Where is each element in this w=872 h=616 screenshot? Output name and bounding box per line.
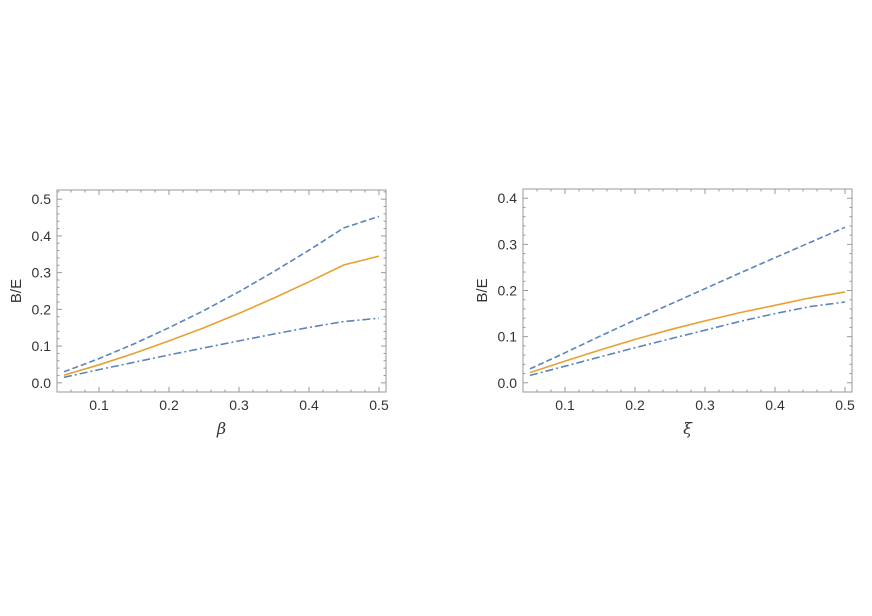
y-tick-label: 0.3 [498,236,518,252]
x-axis-label: ξ [683,419,693,438]
chart-right: 0.1 0.2 0.3 0.4 0.5 0.0 0.1 0.2 0.3 0.4 ξ B/E [474,188,855,438]
y-tick-label: 0.3 [32,265,52,281]
y-tick-label: 0.4 [32,228,52,244]
x-tick-label: 0.5 [369,397,389,413]
y-tick-label: 0.2 [32,301,52,317]
x-tick-label: 0.4 [299,397,319,413]
series-line-dashed [529,226,846,370]
y-tick-label: 0.0 [32,375,52,391]
x-tick-label: 0.1 [89,397,109,413]
y-tick-label: 0.5 [32,191,52,207]
y-tick-label: 0.1 [32,338,52,354]
series-line-dashed [63,215,380,373]
x-tick-label: 0.2 [625,397,645,413]
x-tick-label: 0.4 [765,397,785,413]
plot-frame [522,188,853,393]
series-line-dash-dot [63,317,380,379]
x-tick-label: 0.3 [229,397,249,413]
x-tick-label: 0.3 [695,397,715,413]
series-line-solid [63,255,380,376]
y-axis-label: B/E [474,278,491,302]
y-tick-label: 0.1 [498,329,518,345]
chart-left: 0.1 0.2 0.3 0.4 0.5 0.0 0.1 0.2 0.3 0.4 0.5 β B/E [8,189,389,438]
x-axis-label: β [216,419,226,438]
y-axis-label: B/E [8,279,25,303]
y-tick-label: 0.2 [498,283,518,299]
plot-frame [56,189,387,393]
series-line-solid [529,291,846,374]
x-tick-label: 0.1 [555,397,575,413]
series-line-dash-dot [529,301,846,377]
y-tick-label: 0.0 [498,375,518,391]
x-tick-label: 0.5 [835,397,855,413]
x-tick-label: 0.2 [159,397,179,413]
y-tick-label: 0.4 [498,190,518,206]
